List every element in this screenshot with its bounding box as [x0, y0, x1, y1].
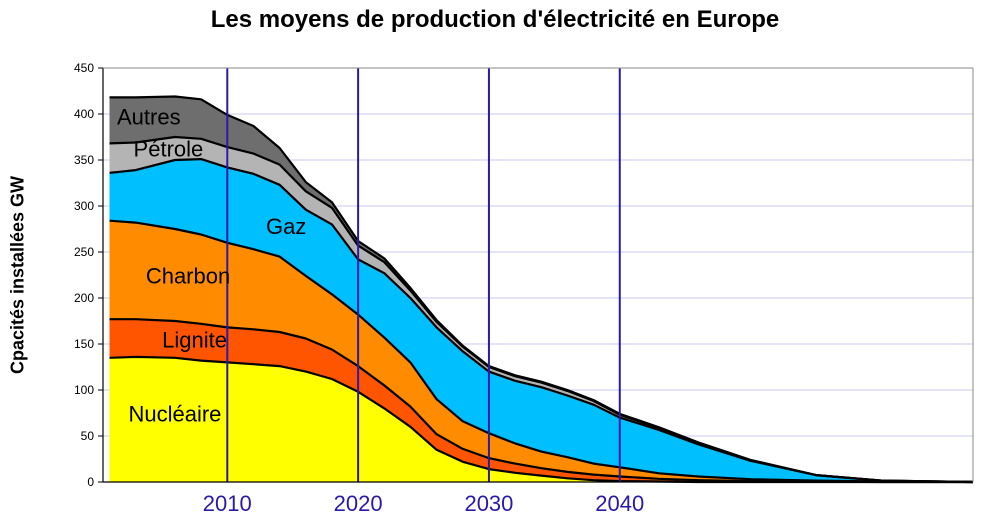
y-tick-label: 0 [87, 475, 94, 489]
series-label: Autres [117, 105, 181, 130]
series-labels: Nucléaire Lignite Charbon Gaz Pétrole Autres [117, 105, 306, 427]
series-line-3 [109, 219, 974, 484]
series-label: Lignite [162, 328, 227, 353]
vertical-markers [226, 68, 621, 482]
x-tick-label: 2030 [464, 491, 513, 516]
y-tick-label: 350 [74, 153, 94, 167]
series-line-2 [109, 318, 973, 484]
y-tick-label: 150 [74, 337, 94, 351]
y-tick-label: 400 [74, 107, 94, 121]
series-line-6 [109, 95, 974, 484]
area-series [109, 95, 974, 484]
area-6 [109, 96, 973, 482]
series-label: Pétrole [134, 137, 204, 162]
y-tick-label: 250 [74, 245, 94, 259]
y-tick-label: 450 [74, 61, 94, 75]
series-label: Gaz [266, 214, 306, 239]
area-2 [109, 319, 973, 482]
area-4 [109, 159, 973, 482]
chart-title: Les moyens de production d'électricité e… [210, 6, 780, 33]
series-label: Charbon [146, 263, 230, 288]
series-label: Nucléaire [128, 402, 221, 427]
series-line-4 [109, 158, 974, 484]
x-tick-label: 2040 [595, 491, 644, 516]
x-tick-label: 2010 [203, 491, 252, 516]
y-tick-label: 200 [74, 291, 94, 305]
area-3 [109, 220, 973, 482]
y-tick-label: 50 [81, 429, 95, 443]
axes: 0 50 100 150 200 250 300 350 400 450 2010 2020 2030 2… [74, 61, 974, 516]
y-tick-label: 100 [74, 383, 94, 397]
x-tick-label: 2020 [334, 491, 383, 516]
y-tick-label: 300 [74, 199, 94, 213]
area-1 [109, 356, 973, 482]
